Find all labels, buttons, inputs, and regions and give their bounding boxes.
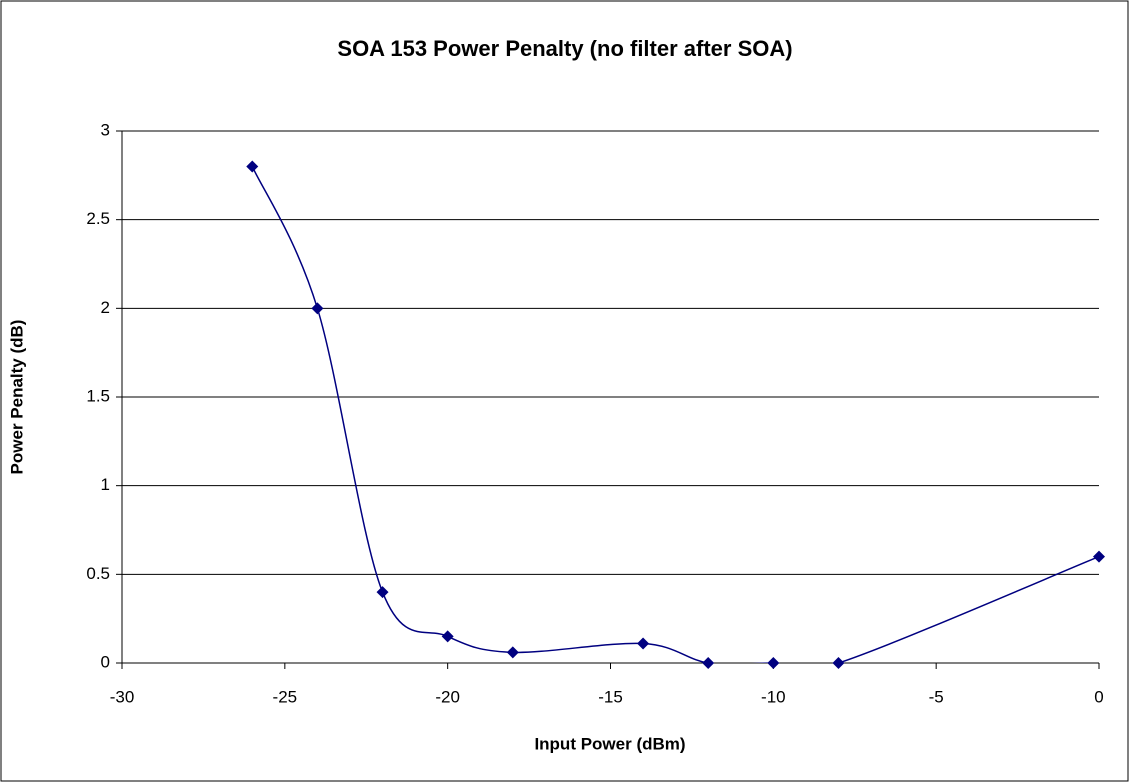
y-tick-label: 0.5 [86,564,110,583]
marker [506,646,519,659]
x-tick-label: -20 [435,687,460,706]
x-tick-label: -5 [929,687,944,706]
y-tick-label: 3 [101,120,110,139]
x-axis-label: Input Power (dBm) [534,734,685,753]
series-line [251,166,1099,663]
y-tick-label: 0 [101,652,110,671]
marker [702,657,715,669]
y-tick-label: 2.5 [86,209,110,228]
marker [441,630,454,643]
marker [1093,550,1105,563]
x-tick-label: -25 [273,687,298,706]
marker [376,586,389,599]
y-tick-label: 1.5 [86,386,110,405]
x-tick-label: -30 [110,687,135,706]
marker [767,657,780,669]
y-tick-label: 2 [101,298,110,317]
marker [832,657,845,669]
x-tick-label: -10 [761,687,786,706]
y-axis-label: Power Penalty (dB) [7,320,26,475]
chart-title: SOA 153 Power Penalty (no filter after S… [337,36,792,61]
marker [637,637,650,650]
marker [311,302,324,315]
marker [246,160,259,173]
x-tick-label: 0 [1094,687,1103,706]
y-tick-label: 1 [101,475,110,494]
x-tick-label: -15 [598,687,623,706]
